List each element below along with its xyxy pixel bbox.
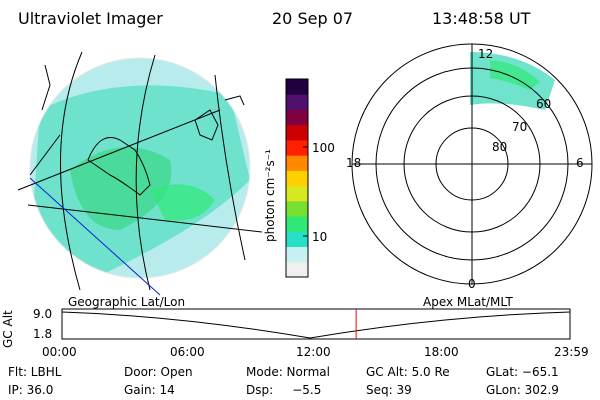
colorbar-band — [286, 124, 308, 141]
colorbar-band — [286, 109, 308, 126]
colorbar-band — [286, 170, 308, 187]
instrument-title: Ultraviolet Imager — [18, 9, 163, 28]
info-seq: Seq: 39 — [366, 383, 412, 397]
colorbar-tick-100: 100 — [312, 141, 335, 155]
timeline-xtick-1800: 18:00 — [424, 345, 459, 359]
info-gain: Gain: 14 — [124, 383, 175, 397]
info-glon: GLon: 302.9 — [486, 383, 559, 397]
colorbar-band — [286, 139, 308, 156]
timeline-xtick-0600: 06:00 — [170, 345, 205, 359]
info-filter: Flt: LBHL — [8, 365, 62, 379]
mlat-label-60: 60 — [536, 97, 552, 111]
timeline-right-caption: Apex MLat/MLT — [423, 295, 513, 309]
mlt-label-6: 6 — [576, 156, 584, 170]
colorbar-border — [285, 78, 309, 278]
observation-date: 20 Sep 07 — [272, 9, 354, 28]
timeline-xtick-2359: 23:59 — [554, 345, 589, 359]
timeline-left-caption: Geographic Lat/Lon — [68, 295, 186, 309]
mlt-label-18: 18 — [346, 156, 362, 170]
colorbar-band — [286, 94, 308, 110]
mlat-label-80: 80 — [492, 140, 508, 154]
timeline-xtick-1200: 12:00 — [296, 345, 331, 359]
mlt-label-0: 0 — [468, 277, 476, 291]
timeline-ytick-min: 1.8 — [33, 327, 53, 341]
colorbar-band — [286, 261, 308, 278]
colorbar-band — [286, 200, 308, 217]
colorbar-band — [286, 155, 308, 171]
colorbar-band — [286, 185, 308, 202]
info-dsp: Dsp: −5.5 — [246, 383, 322, 397]
observation-time: 13:48:58 UT — [432, 9, 531, 28]
timeline-ytick-max: 9.0 — [33, 307, 53, 321]
colorbar-band — [286, 231, 308, 248]
colorbar-band — [286, 216, 308, 232]
info-door: Door: Open — [124, 365, 193, 379]
colorbar-band — [286, 246, 308, 263]
mlt-label-12: 12 — [478, 47, 494, 61]
info-mode: Mode: Normal — [246, 365, 330, 379]
info-ip: IP: 36.0 — [8, 383, 54, 397]
colorbar-band — [286, 79, 308, 95]
timeline-xtick-0000: 00:00 — [42, 345, 77, 359]
mlat-label-70: 70 — [512, 120, 528, 134]
info-gc-alt: GC Alt: 5.0 Re — [366, 365, 450, 379]
colorbar-tick-10: 10 — [312, 230, 328, 244]
info-glat: GLat: −65.1 — [486, 365, 559, 379]
